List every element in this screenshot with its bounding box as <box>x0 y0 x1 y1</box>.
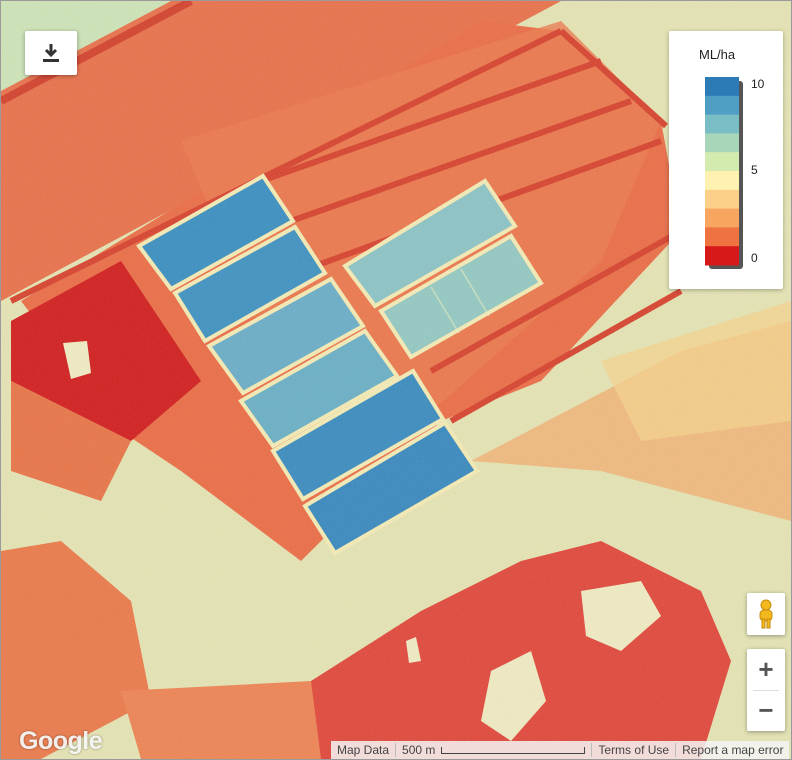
google-logo[interactable]: Google <box>19 727 103 755</box>
terms-link[interactable]: Terms of Use <box>598 743 670 757</box>
report-error-link[interactable]: Report a map error <box>682 743 784 757</box>
legend-mid-label: 5 <box>751 163 758 177</box>
legend-swatch <box>705 227 739 247</box>
legend-title: ML/ha <box>699 47 736 62</box>
legend-swatch <box>705 114 739 134</box>
legend-color-ramp <box>705 77 743 269</box>
download-icon <box>43 44 59 62</box>
zoom-in-button[interactable]: + <box>758 653 774 684</box>
legend-max-label: 10 <box>751 77 765 91</box>
scale-label: 500 m <box>402 743 436 757</box>
download-button[interactable] <box>25 31 77 75</box>
scale-bar <box>441 747 586 755</box>
street-view-button[interactable] <box>747 593 785 635</box>
legend-swatch <box>705 189 739 210</box>
zoom-out-button[interactable]: − <box>758 695 774 726</box>
legend-swatch <box>705 152 739 172</box>
legend-swatch <box>705 208 739 228</box>
water-use-legend: ML/ha 10 5 0 <box>669 31 783 289</box>
legend-swatch <box>705 171 739 191</box>
pegman-icon <box>759 599 773 629</box>
legend-swatch <box>705 95 739 116</box>
scale-control[interactable]: 500 m <box>396 743 591 757</box>
map-data-link[interactable]: Map Data <box>337 743 390 757</box>
legend-swatch <box>705 246 739 266</box>
map-attribution: Map Data 500 m Terms of Use Report a map… <box>331 741 790 759</box>
legend-min-label: 0 <box>751 251 758 265</box>
legend-swatch <box>705 77 739 97</box>
zoom-divider <box>753 689 779 691</box>
zoom-control: + − <box>747 649 785 731</box>
legend-swatch <box>705 133 739 153</box>
